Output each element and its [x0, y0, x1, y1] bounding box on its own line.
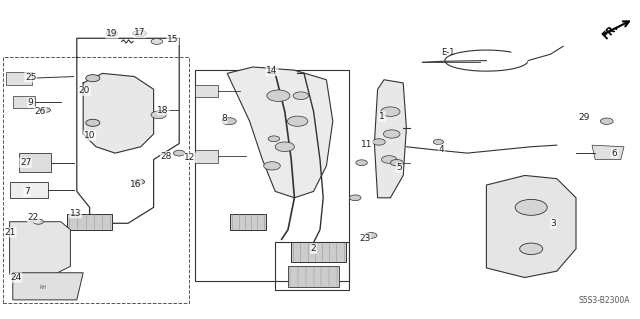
Circle shape: [520, 243, 543, 255]
Text: 8: 8: [221, 114, 227, 123]
Text: 5: 5: [397, 163, 402, 172]
Circle shape: [383, 130, 400, 138]
Text: S5S3-B2300A: S5S3-B2300A: [579, 296, 630, 305]
Circle shape: [293, 92, 308, 100]
Polygon shape: [288, 266, 339, 287]
Circle shape: [381, 156, 397, 163]
Polygon shape: [6, 72, 32, 85]
Circle shape: [381, 107, 400, 116]
Circle shape: [365, 233, 377, 238]
Polygon shape: [10, 222, 70, 274]
Circle shape: [268, 136, 280, 142]
Polygon shape: [486, 175, 576, 278]
Circle shape: [356, 160, 367, 166]
Circle shape: [222, 118, 236, 125]
Circle shape: [134, 179, 145, 184]
Text: 12: 12: [184, 153, 196, 162]
Circle shape: [151, 39, 163, 44]
Text: E-1: E-1: [441, 48, 455, 57]
Text: 17: 17: [134, 28, 145, 37]
Text: 24: 24: [10, 273, 22, 282]
Polygon shape: [67, 214, 112, 230]
Text: 13: 13: [70, 209, 81, 218]
Polygon shape: [195, 150, 218, 163]
Circle shape: [264, 162, 280, 170]
Polygon shape: [227, 67, 333, 198]
Circle shape: [106, 31, 118, 36]
Circle shape: [173, 150, 185, 156]
Circle shape: [275, 142, 294, 152]
Text: 3: 3: [551, 219, 556, 228]
Text: 2: 2: [311, 244, 316, 253]
Text: 26: 26: [35, 107, 46, 116]
Circle shape: [42, 108, 51, 112]
Polygon shape: [19, 153, 51, 172]
Text: 27: 27: [20, 158, 31, 167]
Polygon shape: [592, 145, 624, 160]
Text: 14: 14: [266, 66, 278, 75]
Text: 6: 6: [612, 149, 617, 158]
Text: 11: 11: [361, 140, 372, 149]
Text: 20: 20: [79, 86, 90, 95]
Polygon shape: [83, 73, 154, 153]
Polygon shape: [291, 242, 346, 262]
Polygon shape: [10, 182, 48, 198]
Polygon shape: [13, 96, 35, 108]
Text: RH: RH: [40, 285, 47, 290]
Polygon shape: [230, 214, 266, 230]
Text: 28: 28: [161, 152, 172, 161]
Text: FR.: FR.: [600, 22, 620, 42]
Circle shape: [133, 30, 146, 37]
Circle shape: [86, 75, 100, 82]
Text: 29: 29: [578, 113, 589, 122]
Circle shape: [390, 160, 403, 166]
Text: 15: 15: [167, 35, 179, 44]
Text: 22: 22: [28, 213, 39, 222]
Polygon shape: [13, 273, 83, 300]
Text: 23: 23: [359, 234, 371, 243]
Text: 19: 19: [106, 29, 118, 38]
Text: 7: 7: [24, 187, 29, 196]
Text: 1: 1: [380, 112, 385, 121]
Circle shape: [267, 90, 290, 101]
Circle shape: [372, 139, 385, 145]
Circle shape: [433, 139, 444, 145]
Text: 18: 18: [157, 106, 169, 115]
Circle shape: [349, 195, 361, 201]
Circle shape: [151, 111, 166, 119]
Text: 9: 9: [28, 98, 33, 107]
Text: 4: 4: [439, 145, 444, 154]
Text: 25: 25: [25, 73, 36, 82]
Text: 16: 16: [130, 180, 141, 189]
Polygon shape: [195, 85, 218, 97]
Circle shape: [287, 116, 308, 126]
Text: 21: 21: [4, 228, 16, 237]
Polygon shape: [374, 80, 406, 198]
Circle shape: [33, 219, 44, 224]
Circle shape: [86, 119, 100, 126]
Circle shape: [515, 199, 547, 215]
Circle shape: [600, 118, 613, 124]
Text: 10: 10: [84, 131, 95, 140]
